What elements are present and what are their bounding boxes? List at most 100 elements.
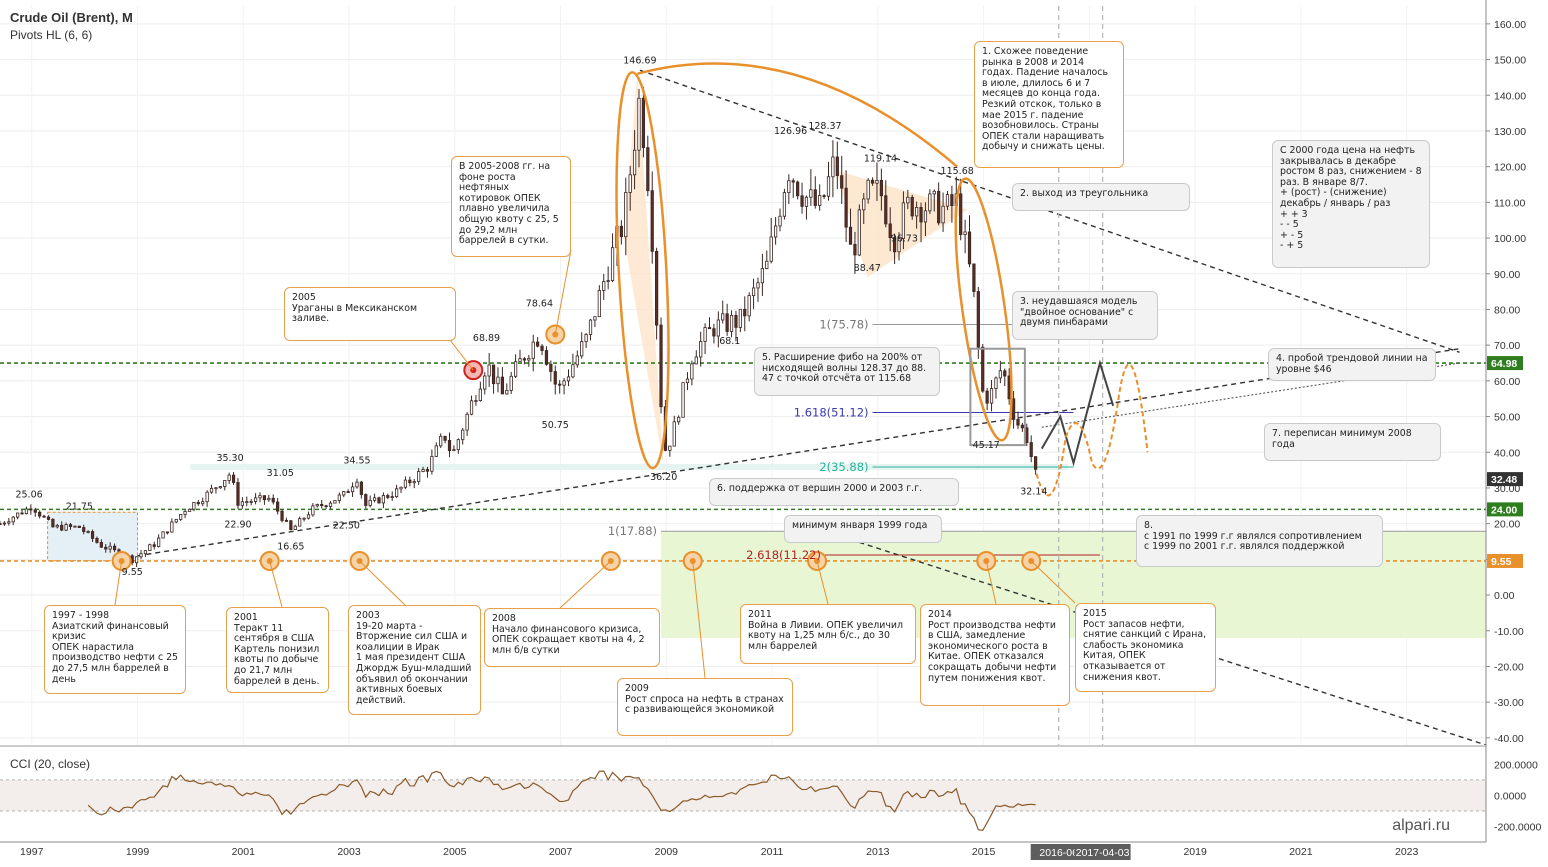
projection-grey [1040,359,1115,467]
candle-body [64,524,68,531]
candle-body [743,308,747,317]
cci-tick-label: 0.0000 [1494,790,1526,802]
note-2009: 2009 Рост спроса на нефть в странах с ра… [617,678,793,736]
candle-body [769,236,773,262]
candle-body [597,290,601,318]
candle-body [469,400,474,415]
pivot-label: 16.65 [277,542,304,553]
candle-body [796,181,800,197]
candle-body [941,205,945,224]
candle-body [721,313,725,321]
labels-layer: 25.06 21.75 9.55 35.30 22.90 31.05 16.65 34.55 2… [15,55,1076,679]
candle-body [950,194,954,206]
pivot-label: 34.55 [343,456,370,467]
price-tag [1487,502,1523,517]
candle-body [152,544,156,547]
candle-body [738,308,742,328]
candle-body [536,341,540,347]
candle-body [271,497,275,503]
candle-body [906,196,910,204]
chart-header: Crude Oil (Brent), M Pivots HL (6, 6) [10,10,133,42]
candle-body [804,196,809,207]
date-highlight-bg [1074,844,1131,860]
candle-body [483,375,487,390]
fibo-label: 1(17.88) [608,524,657,538]
note-2008: 2008 Начало финансового кризиса, ОПЕК со… [484,608,660,667]
candle-body [29,508,33,511]
candle-body [848,226,853,245]
ellipse-2014 [954,177,1013,442]
candle-body [932,190,936,195]
candle-body [809,189,813,198]
candle-body [677,416,681,423]
candle-body [985,390,989,404]
candle-body [712,328,716,337]
ellipse-2008 [615,71,670,470]
candle-body [333,500,337,504]
y-tick-label: 160.00 [1494,19,1526,31]
candle-body [1025,427,1029,443]
candle-body [580,341,584,357]
x-tick-label: 2021 [1289,846,1313,858]
candle-body [395,488,399,497]
note-2014: 2014 Рост производства нефти в США, заме… [920,604,1070,706]
y-tick-label: 90.00 [1494,269,1520,281]
pivot-label: 78.64 [526,298,553,309]
candle-body [901,202,906,239]
projection-orange [1035,363,1149,497]
candle-body [765,260,769,269]
candle-body [782,192,787,217]
candle-body [840,175,844,189]
candle-body [773,225,778,238]
candle-body [421,469,425,472]
y-tick-label: 20.00 [1494,519,1520,531]
candle-body [641,97,646,149]
note-2001: 2001 Теракт 11 сентября в США Картель по… [226,607,329,693]
candle-body [897,238,901,253]
candle-body [588,319,593,335]
candle-body [862,198,866,211]
candle-body [311,505,315,516]
candle-body [756,282,760,289]
candle-body [355,481,359,488]
candle-body [959,193,963,236]
y-tick-label: 40.00 [1494,447,1520,459]
candle-body [544,350,549,365]
pivot-label: 119.14 [864,154,897,165]
comment-7: 7. переписан минимум 2008 года [1264,423,1441,461]
x-tick-label: 2001 [232,846,256,858]
candle-body [60,524,64,531]
fibo-label: 2(35.88) [819,460,868,474]
candle-body [1007,375,1011,400]
candle-body [976,291,980,348]
candle-body [439,435,443,447]
candle-body [16,512,20,518]
pivot-label: 126.96 [774,126,807,137]
y-tick-label: 0.00 [1494,590,1515,602]
candle-body [562,380,566,386]
candle-body [112,545,117,551]
candle-body [994,377,998,389]
trendline-resistance [639,69,1460,353]
comment-8: 8. с 1991 по 1999 г.г являлся сопротивле… [1136,515,1383,567]
fibo-label: 2.618(11.22) [746,548,821,562]
pivot-label: 68.1 [719,336,740,347]
candle-body [518,358,522,363]
callout-connector [559,560,612,609]
candle-body [566,376,571,382]
candle-body [350,486,355,493]
candle-body [68,524,73,527]
candle-body [729,315,734,332]
candle-body [884,195,888,225]
x-tick-label: 2005 [443,846,467,858]
candle-body [870,179,875,184]
candle-body [205,491,209,503]
candle-body [267,497,271,501]
x-tick-label: 2007 [549,846,573,858]
candle-body [685,378,690,384]
candle-body [390,496,394,498]
candle-body [751,287,756,297]
candle-body [989,388,994,404]
candle-body [157,537,161,547]
candle-body [82,527,86,532]
